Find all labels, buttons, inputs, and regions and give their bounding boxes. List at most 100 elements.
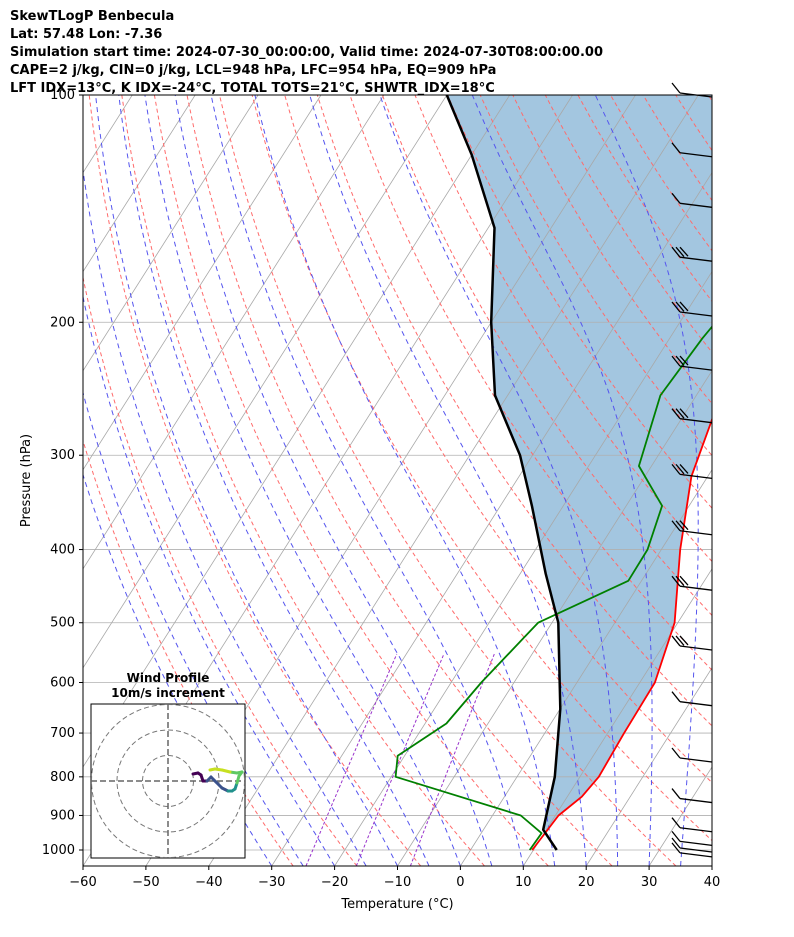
dry-adiabat [251,95,712,842]
moist-adiabat [711,861,712,866]
hodograph-trace-segment [208,767,217,772]
chart-header: SkewTLogP Benbecula Lat: 57.48 Lon: -7.3… [10,8,603,98]
dry-adiabat [479,95,712,457]
isotherm-gridline [83,95,448,669]
wind-barb-flag [679,246,689,257]
isotherm-gridline [0,95,6,866]
isotherm-gridline [0,95,69,866]
wind-barb-flag [675,355,685,367]
parcel-path [445,95,562,851]
wind-barb [671,142,713,158]
wind-barb-staff [679,797,713,804]
wind-barb-staff [679,202,713,208]
mixing-ratio-line [305,653,398,866]
moist-adiabat [118,95,430,866]
mixing-ratio-line [409,653,495,866]
wind-barb-flag [671,142,681,154]
dewpoint-profile [394,325,712,851]
isotherm-gridline [460,469,712,866]
wind-barb-flag [671,520,681,532]
wind-barb-staff [679,256,713,262]
station-title: SkewTLogP Benbecula [10,9,175,24]
simulation-times: Simulation start time: 2024-07-30_00:00:… [10,45,603,60]
dry-adiabat [316,95,712,727]
dry-adiabat [121,95,485,866]
wind-barb-flag [675,635,685,646]
dry-adiabat [707,95,712,102]
mixing-ratio-line [355,653,445,866]
dry-adiabat [83,438,294,866]
wind-barb-staff [679,473,713,480]
wind-barb-flag [671,246,681,258]
x-tick-label: 20 [578,875,595,890]
dry-adiabat [284,95,712,784]
x-tick-label: −10 [384,875,411,890]
moist-adiabat [83,390,304,866]
wind-barb-staff [679,701,713,707]
x-tick-label: −40 [195,875,222,890]
y-tick-label: 800 [50,770,75,785]
wind-barb-flag [675,246,685,258]
wind-barb-flag [675,408,685,419]
x-tick-label: −20 [321,875,348,890]
wind-barb-staff [679,365,713,371]
y-tick-label: 700 [50,726,75,741]
isotherm-gridline [334,270,712,866]
wind-barb [671,408,713,424]
wind-barb [671,830,713,847]
moist-adiabat [83,166,367,866]
wind-barb-flag [671,837,681,849]
wind-barb-staff [679,418,713,424]
wind-barb [671,842,713,858]
y-tick-label: 500 [50,616,75,631]
wind-barb-flag [671,842,681,854]
wind-barb [671,817,713,833]
isotherm-gridline [83,95,259,372]
y-tick-label: 1000 [42,843,75,858]
isotherm-gridline [83,95,385,570]
wind-barb-flag [671,355,681,367]
dry-adiabat [186,95,613,866]
wind-barb [671,691,713,707]
wind-barb-flag [679,520,689,531]
dry-adiabat [83,275,358,866]
wind-barb-flag [671,301,681,313]
wind-barb-flag [671,575,681,587]
dry-adiabat [773,95,794,866]
wind-barb-staff [679,852,713,858]
wind-barb-staff [679,847,713,853]
moist-adiabat [309,95,587,866]
x-tick-label: 40 [704,875,721,890]
wind-barb-flag [671,817,681,829]
wind-barb [671,837,713,853]
wind-barbs [671,82,713,858]
wind-barb-staff [679,840,713,847]
wind-barb-flag [671,192,681,204]
wind-barb-staff [679,311,713,317]
moist-adiabat [95,95,398,866]
plot-area [0,95,794,866]
x-tick-label: 0 [456,875,464,890]
wind-barb-flag [671,691,681,703]
wind-barb-flag [675,575,685,587]
moist-adiabat [210,95,524,866]
wind-barb-staff [679,585,713,591]
cape-area [446,95,712,830]
wind-barb-staff [679,152,713,158]
wind-barb-flag [675,301,685,312]
wind-barb-staff [679,827,713,833]
hodograph-title: Wind Profile [127,671,210,685]
wind-barb [671,82,713,98]
wind-barb-flag [671,635,681,647]
wind-barb [671,355,713,371]
stability-indices-2: LFT IDX=13°C, K IDX=-24°C, TOTAL TOTS=21… [10,81,495,96]
x-tick-label: 10 [515,875,532,890]
isotherm-gridline [208,95,699,866]
stability-indices-1: CAPE=2 j/kg, CIN=0 j/kg, LCL=948 hPa, LF… [10,63,497,78]
y-tick-label: 300 [50,448,75,463]
hodograph-plot [91,704,245,858]
wind-barb [671,463,713,480]
